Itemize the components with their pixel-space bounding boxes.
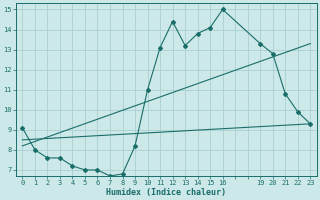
X-axis label: Humidex (Indice chaleur): Humidex (Indice chaleur) [106,188,226,197]
